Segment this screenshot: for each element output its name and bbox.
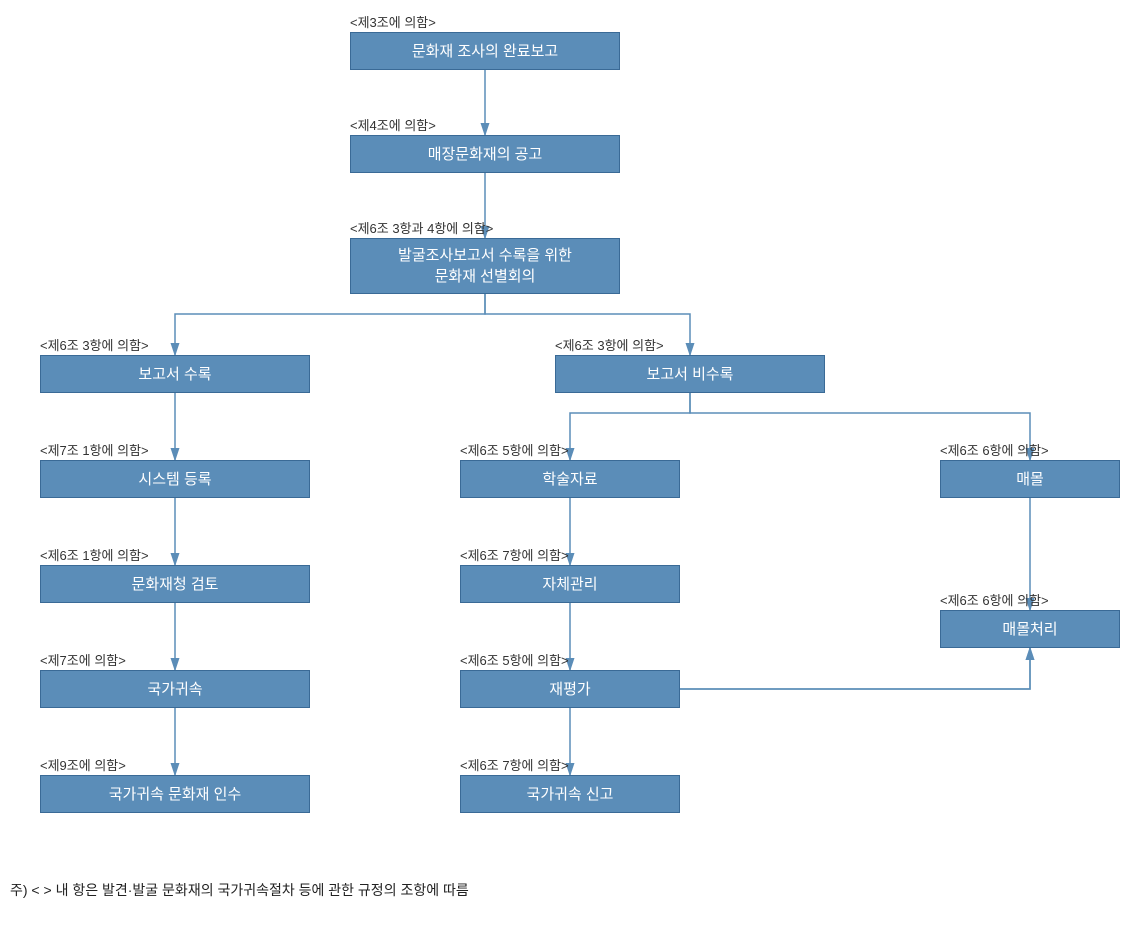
- flow-node: 재평가: [460, 670, 680, 708]
- node-caption: <제6조 7항에 의함>: [460, 755, 569, 774]
- flow-node: 문화재 조사의 완료보고: [350, 32, 620, 70]
- flow-node: 문화재청 검토: [40, 565, 310, 603]
- node-caption: <제6조 6항에 의함>: [940, 440, 1049, 459]
- node-caption: <제9조에 의함>: [40, 755, 126, 774]
- flow-node: 보고서 수록: [40, 355, 310, 393]
- node-caption: <제3조에 의함>: [350, 12, 436, 31]
- node-caption: <제7조에 의함>: [40, 650, 126, 669]
- node-caption: <제6조 3항과 4항에 의함>: [350, 218, 493, 237]
- footer-note: 주) < > 내 항은 발견·발굴 문화재의 국가귀속절차 등에 관한 규정의 …: [10, 880, 469, 900]
- node-caption: <제6조 3항에 의함>: [555, 335, 664, 354]
- flow-node: 보고서 비수록: [555, 355, 825, 393]
- flow-node: 시스템 등록: [40, 460, 310, 498]
- flow-node: 매장문화재의 공고: [350, 135, 620, 173]
- node-caption: <제6조 5항에 의함>: [460, 650, 569, 669]
- flow-node: 국가귀속: [40, 670, 310, 708]
- node-caption: <제7조 1항에 의함>: [40, 440, 149, 459]
- flow-node: 매몰: [940, 460, 1120, 498]
- node-caption: <제4조에 의함>: [350, 115, 436, 134]
- node-caption: <제6조 3항에 의함>: [40, 335, 149, 354]
- flow-node: 자체관리: [460, 565, 680, 603]
- node-caption: <제6조 7항에 의함>: [460, 545, 569, 564]
- flow-node: 발굴조사보고서 수록을 위한 문화재 선별회의: [350, 238, 620, 294]
- flow-node: 국가귀속 문화재 인수: [40, 775, 310, 813]
- flow-node: 국가귀속 신고: [460, 775, 680, 813]
- flow-node: 매몰처리: [940, 610, 1120, 648]
- node-caption: <제6조 1항에 의함>: [40, 545, 149, 564]
- flow-node: 학술자료: [460, 460, 680, 498]
- node-caption: <제6조 5항에 의함>: [460, 440, 569, 459]
- node-caption: <제6조 6항에 의함>: [940, 590, 1049, 609]
